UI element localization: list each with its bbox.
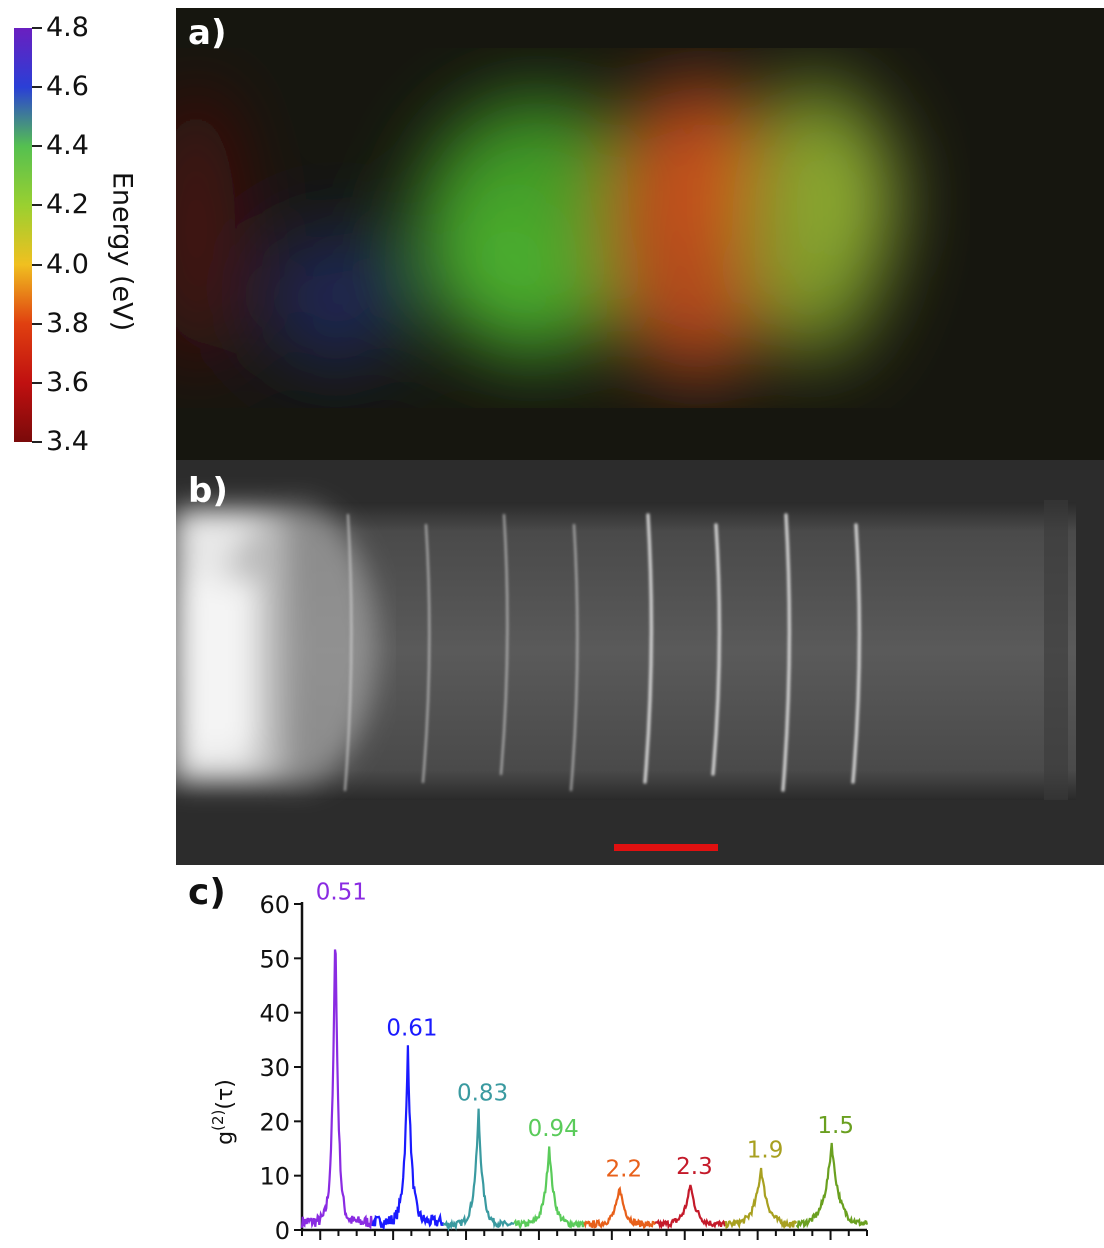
y-tick-label: 30 bbox=[259, 1054, 290, 1082]
cathodoluminescence-panel: b) bbox=[176, 460, 1104, 865]
colorbar-tick-label: 4.8 bbox=[46, 12, 89, 43]
emission-streak bbox=[421, 523, 431, 784]
g2-series-line bbox=[371, 1045, 445, 1231]
grayscale-image bbox=[176, 460, 1104, 865]
energy-map-panel: a) bbox=[176, 8, 1104, 460]
chart-series bbox=[300, 949, 869, 1232]
colorbar-tick-label: 4.2 bbox=[46, 189, 89, 221]
colorbar-tick bbox=[32, 441, 42, 443]
emission-streak bbox=[851, 523, 862, 784]
colorbar-tick bbox=[32, 204, 42, 207]
colorbar-tick bbox=[32, 27, 42, 29]
y-tick-label: 20 bbox=[259, 1108, 290, 1136]
colorbar-tick-label: 3.4 bbox=[46, 426, 89, 457]
colorbar-tick bbox=[32, 322, 42, 325]
colorbar-tick bbox=[32, 263, 42, 266]
y-tick-label: 50 bbox=[259, 945, 290, 973]
colorbar-tick bbox=[32, 86, 42, 89]
panel-a-label: a) bbox=[188, 13, 227, 53]
g2-series-line bbox=[654, 1184, 727, 1230]
emission-streak bbox=[643, 513, 654, 784]
colorbar-tick-label: 4.6 bbox=[46, 71, 89, 103]
g2-series-line bbox=[300, 949, 374, 1230]
g2-series-line bbox=[513, 1146, 586, 1230]
g2-series-line bbox=[442, 1108, 515, 1232]
peak-value-label: 0.61 bbox=[386, 1015, 437, 1041]
emission-streak bbox=[711, 523, 722, 776]
colorbar-tick-label: 3.6 bbox=[46, 366, 89, 398]
panel-c-label: c) bbox=[188, 872, 226, 913]
peak-value-label: 2.2 bbox=[606, 1157, 643, 1183]
energy-colorbar bbox=[14, 28, 32, 442]
peak-value-label: 0.94 bbox=[528, 1116, 579, 1142]
y-tick-label: 10 bbox=[259, 1163, 290, 1191]
g2-series-line bbox=[795, 1142, 869, 1230]
y-tick-label: 40 bbox=[259, 1000, 290, 1028]
energy-map-image bbox=[176, 8, 1104, 460]
peak-value-label: 2.3 bbox=[676, 1154, 713, 1180]
y-tick-label: 60 bbox=[259, 891, 290, 919]
y-axis-label: g(2)(τ) bbox=[209, 1079, 238, 1145]
colorbar-tick bbox=[32, 381, 42, 384]
peak-value-label: 1.9 bbox=[747, 1138, 784, 1164]
emission-streak bbox=[781, 513, 792, 792]
scale-bar bbox=[614, 844, 718, 851]
colorbar-tick-label: 4.0 bbox=[46, 248, 89, 280]
emission-streak bbox=[569, 523, 579, 792]
colorbar-tick-label: 4.4 bbox=[46, 130, 89, 162]
peak-value-label: 1.5 bbox=[817, 1113, 854, 1139]
g2-correlation-chart: 0 10 20 30 40 50 60 g(2)(τ) 0.51 0.61 0.83 0.94 2.2… bbox=[209, 879, 869, 1245]
colorbar-tick-label: 3.8 bbox=[46, 307, 89, 339]
y-tick-label: 0 bbox=[275, 1217, 290, 1245]
panel-b-label: b) bbox=[188, 471, 228, 511]
colorbar-tick bbox=[32, 145, 42, 148]
peak-value-label: 0.51 bbox=[316, 879, 367, 905]
chart-axes: 0 10 20 30 40 50 60 g(2)(τ) bbox=[209, 891, 868, 1245]
g2-series-line bbox=[724, 1167, 798, 1230]
peak-value-label: 0.83 bbox=[457, 1080, 508, 1106]
emission-streak bbox=[343, 513, 353, 792]
peak-labels: 0.51 0.61 0.83 0.94 2.2 2.3 1.9 1.5 bbox=[316, 879, 854, 1182]
colorbar-title: Energy (eV) bbox=[106, 171, 138, 332]
g2-series-line bbox=[583, 1186, 657, 1230]
emission-streak bbox=[499, 513, 509, 776]
